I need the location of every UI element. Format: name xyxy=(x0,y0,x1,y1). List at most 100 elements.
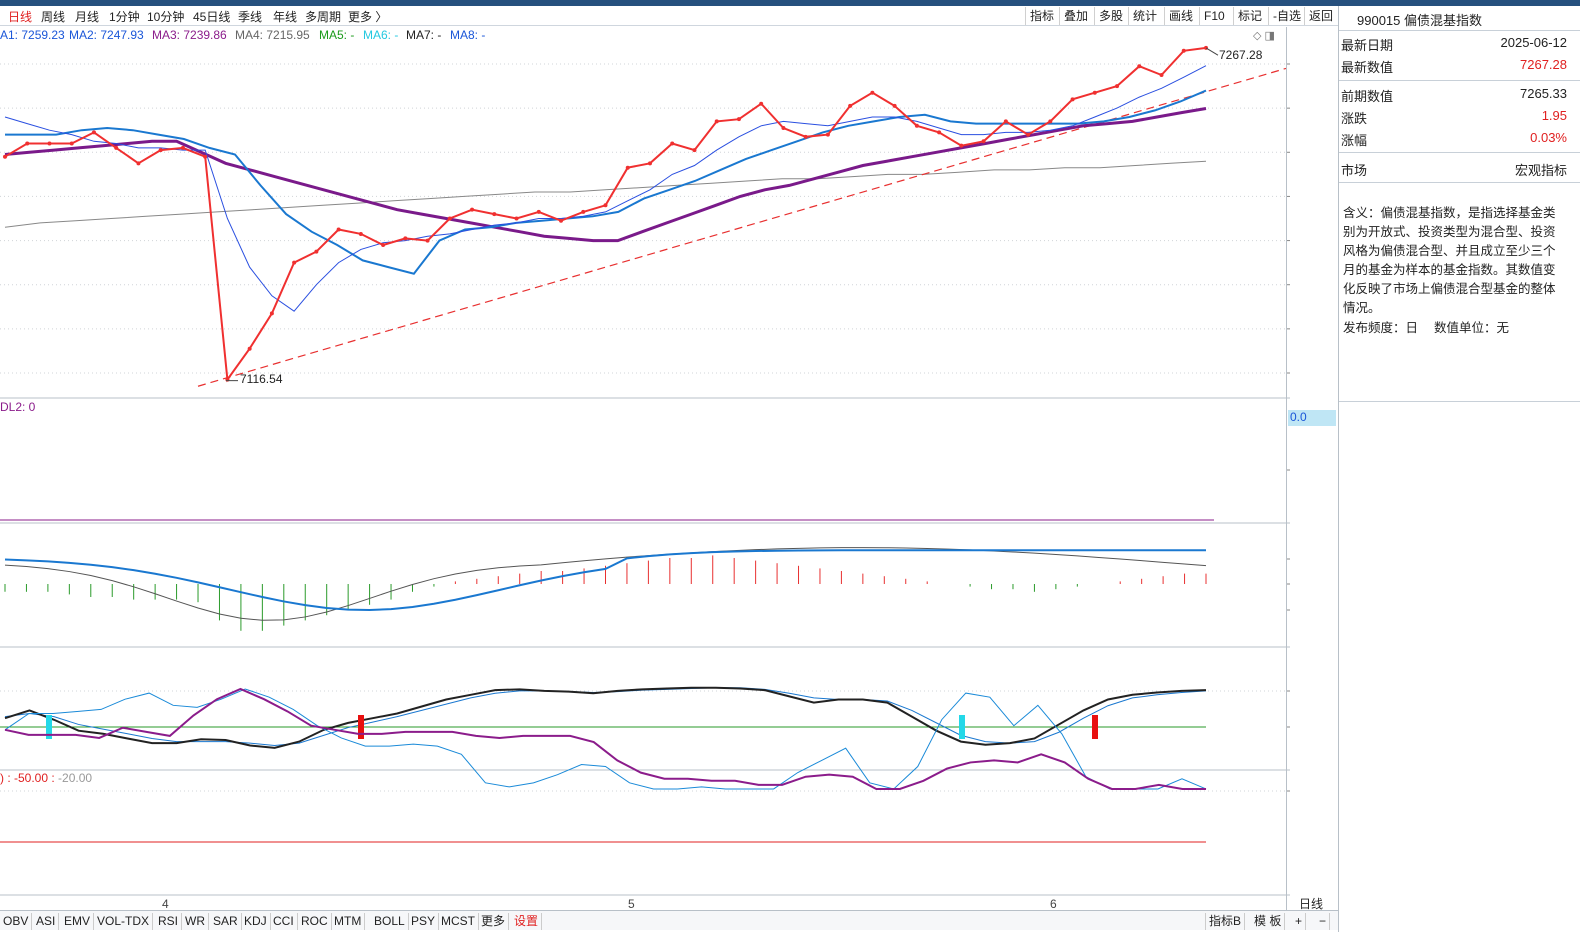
tab-10min[interactable]: 10分钟 xyxy=(147,10,185,24)
tab-vol-tdx[interactable]: VOL-TDX xyxy=(94,913,154,930)
price-point xyxy=(25,141,30,146)
ma4-path xyxy=(4,160,1207,228)
tab-rsi[interactable]: RSI xyxy=(155,913,183,930)
tab-1min[interactable]: 1分钟 xyxy=(109,10,140,24)
zoom-out-button[interactable]: − xyxy=(1316,913,1331,930)
tab-psy[interactable]: PSY xyxy=(408,913,440,930)
indicator-tabbar: OBV ASI EMV VOL-TDX RSI WR SAR KDJ CCI R… xyxy=(0,910,1338,930)
price-point xyxy=(492,212,497,217)
row-latest-value: 最新数值 7267.28 xyxy=(1341,57,1567,75)
trend-line-path xyxy=(197,67,1287,387)
price-point xyxy=(381,242,386,247)
price-point xyxy=(803,134,808,139)
price-point xyxy=(581,209,586,214)
price-point xyxy=(91,130,96,135)
price-point xyxy=(937,130,942,135)
price-point xyxy=(47,141,52,146)
row-market: 市场 宏观指标 xyxy=(1341,163,1567,178)
price-point xyxy=(825,132,830,137)
back-button[interactable]: 返回 xyxy=(1304,7,1337,25)
tab-monthly[interactable]: 月线 xyxy=(75,10,100,24)
price-point xyxy=(447,216,452,221)
price-point xyxy=(292,260,297,265)
price-point xyxy=(670,141,675,146)
tab-kdj[interactable]: KDJ xyxy=(241,913,271,930)
price-point xyxy=(203,154,208,159)
tab-more-indicators[interactable]: 更多 xyxy=(478,913,510,930)
price-point xyxy=(714,119,719,124)
tab-more[interactable]: 更多 〉 xyxy=(348,10,388,24)
tab-daily[interactable]: 日线 xyxy=(8,10,33,24)
kdj-k-line xyxy=(4,686,1207,749)
tab-yearly[interactable]: 年线 xyxy=(273,10,298,24)
month-label-apr: 4 xyxy=(162,897,169,911)
stock-chart[interactable]: 7267.28 7116.54 726072407220720071807160… xyxy=(0,27,1290,910)
y-axis-line xyxy=(1286,27,1287,910)
row-change-pct: 涨幅 0.03% xyxy=(1341,130,1567,148)
description-text: 含义：偏债混基指数，是指选择基金类别为开放式、投资类型为混合型、投资风格为偏债混… xyxy=(1343,206,1556,315)
price-point xyxy=(914,123,919,128)
ma8-legend: MA8: - xyxy=(450,28,486,42)
ma1-line xyxy=(4,65,1207,312)
price-point xyxy=(114,145,119,150)
template-button[interactable]: 模 板 xyxy=(1251,913,1286,930)
row-change: 涨跌 1.95 xyxy=(1341,108,1567,126)
ma2-path xyxy=(5,89,1207,275)
wr-legend: ) : -50.00 : -20.00 xyxy=(0,771,93,785)
f10-button[interactable]: F10 xyxy=(1199,7,1229,25)
tab-roc[interactable]: ROC xyxy=(298,913,332,930)
index-code: 990015 xyxy=(1357,13,1401,28)
indicator-button[interactable]: 指标 xyxy=(1025,7,1058,25)
kdj-d-line xyxy=(4,687,1207,747)
price-point xyxy=(1092,90,1097,95)
tab-emv[interactable]: EMV xyxy=(61,913,95,930)
kdj-panel xyxy=(0,686,1286,749)
tab-mtm[interactable]: MTM xyxy=(331,913,366,930)
ma3-line xyxy=(4,107,1207,243)
ma2-line xyxy=(5,89,1207,275)
price-point xyxy=(625,165,630,170)
multi-stock-button[interactable]: 多股 xyxy=(1094,7,1127,25)
tab-45day[interactable]: 45日线 xyxy=(193,10,231,24)
tab-settings[interactable]: 设置 xyxy=(511,913,543,930)
month-label-jun: 6 xyxy=(1050,897,1057,911)
ma5-legend: MA5: - xyxy=(319,28,355,42)
draw-line-button[interactable]: 画线 xyxy=(1164,7,1197,25)
overlay-button[interactable]: 叠加 xyxy=(1059,7,1092,25)
tab-boll[interactable]: BOLL xyxy=(371,913,409,930)
divider xyxy=(1339,80,1580,81)
price-point xyxy=(136,161,141,166)
price-point xyxy=(848,103,853,108)
low-price-label: 7116.54 xyxy=(240,372,283,386)
price-point xyxy=(559,218,564,223)
kdj-signal-marker xyxy=(46,715,52,739)
watchlist-button[interactable]: -自选 xyxy=(1268,7,1305,25)
price-point xyxy=(314,249,319,254)
settings-diamond-icon[interactable]: ◇ ◨ xyxy=(1253,30,1275,42)
zoom-in-button[interactable]: + xyxy=(1292,913,1307,930)
tab-cci[interactable]: CCI xyxy=(270,913,298,930)
price-point xyxy=(180,145,185,150)
period-toolbar: 日线 周线 月线 1分钟 10分钟 45日线 季线 年线 多周期 更多 〉 指标… xyxy=(0,6,1338,26)
indicator-b-button[interactable]: 指标B xyxy=(1205,913,1246,930)
tab-weekly[interactable]: 周线 xyxy=(41,10,66,24)
price-point xyxy=(403,236,408,241)
price-point xyxy=(892,103,897,108)
trend-line xyxy=(197,67,1287,387)
tab-sar[interactable]: SAR xyxy=(210,913,242,930)
mark-button[interactable]: 标记 xyxy=(1233,7,1266,25)
tab-asi[interactable]: ASI xyxy=(33,913,60,930)
price-point xyxy=(514,216,519,221)
tab-mcst[interactable]: MCST xyxy=(438,913,479,930)
divider xyxy=(1339,182,1580,183)
high-price-label: 7267.28 xyxy=(1219,48,1263,62)
tab-obv[interactable]: OBV xyxy=(0,913,33,930)
kdj-signal-marker xyxy=(358,715,364,739)
ma3-path xyxy=(4,107,1207,243)
ma7-legend: MA7: - xyxy=(406,28,442,42)
statistics-button[interactable]: 统计 xyxy=(1128,7,1161,25)
tab-quarterly[interactable]: 季线 xyxy=(238,10,263,24)
tab-wr[interactable]: WR xyxy=(182,913,209,930)
price-point xyxy=(647,161,652,166)
tab-multi-period[interactable]: 多周期 xyxy=(305,10,342,24)
